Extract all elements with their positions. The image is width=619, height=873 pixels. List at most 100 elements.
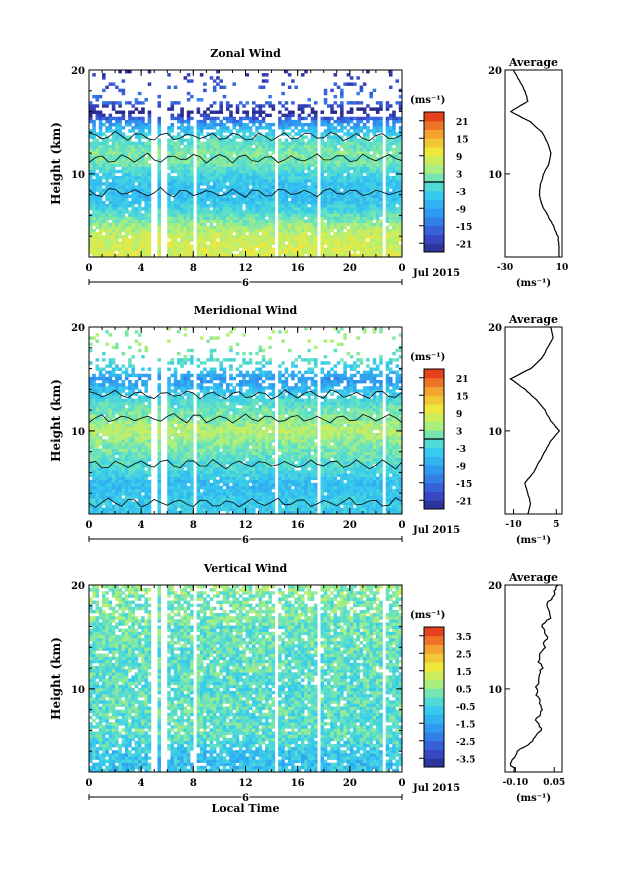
heatmap-cell xyxy=(183,144,188,149)
heatmap-cell xyxy=(196,197,201,202)
heatmap-cell xyxy=(102,482,106,487)
heatmap-cell xyxy=(209,154,214,158)
heatmap-cell xyxy=(369,235,373,239)
heatmap-cell xyxy=(180,185,184,189)
heatmap-cell xyxy=(388,216,393,220)
heatmap-cell xyxy=(137,126,142,130)
heatmap-cell xyxy=(245,166,250,171)
heatmap-cell xyxy=(359,216,364,220)
heatmap-cell xyxy=(388,247,393,252)
heatmap-cell xyxy=(222,507,227,512)
heatmap-cell xyxy=(255,144,259,149)
heatmap-cell xyxy=(238,235,243,239)
heatmap-cell xyxy=(121,210,126,214)
heatmap-cell xyxy=(137,160,142,164)
heatmap-cell xyxy=(183,197,188,202)
heatmap-cell xyxy=(89,135,93,139)
heatmap-cell xyxy=(170,160,175,164)
heatmap-cell xyxy=(379,247,383,252)
heatmap-cell xyxy=(375,241,380,245)
heatmap-cell xyxy=(323,510,328,515)
heatmap-cell xyxy=(180,110,184,114)
heatmap-cell xyxy=(388,510,393,515)
heatmap-cell xyxy=(362,495,367,499)
heatmap-cell xyxy=(180,489,184,493)
heatmap-cell xyxy=(102,495,106,499)
heatmap-cell xyxy=(248,144,253,149)
heatmap-cell xyxy=(118,479,122,484)
heatmap-cell xyxy=(333,207,338,211)
heatmap-cell xyxy=(173,204,178,208)
heatmap-cell xyxy=(212,244,217,248)
heatmap-cell xyxy=(134,250,139,255)
heatmap-cell xyxy=(92,129,96,133)
heatmap-cell xyxy=(196,163,201,167)
heatmap-cell xyxy=(203,147,207,152)
heatmap-cell xyxy=(362,510,367,515)
heatmap-cell xyxy=(209,147,214,152)
heatmap-cell xyxy=(238,507,243,512)
heatmap-cell xyxy=(137,228,142,233)
heatmap-cell xyxy=(255,169,259,174)
heatmap-cell xyxy=(330,116,334,121)
heatmap-cell xyxy=(385,241,390,245)
heatmap-cell xyxy=(255,225,259,230)
colorbar-swatch xyxy=(424,147,444,157)
heatmap-cell xyxy=(167,144,171,149)
heatmap-cell xyxy=(141,219,145,224)
heatmap-cell xyxy=(196,219,201,224)
heatmap-cell xyxy=(144,489,148,493)
heatmap-cell xyxy=(278,116,282,121)
heatmap-cell xyxy=(300,179,305,183)
x-tick-label: 0 xyxy=(86,263,93,274)
heatmap-cell xyxy=(121,166,126,171)
heatmap-cell xyxy=(248,235,253,239)
heatmap-cell xyxy=(111,116,116,121)
heatmap-cell xyxy=(232,504,237,509)
heatmap-cell xyxy=(199,216,204,220)
heatmap-cell xyxy=(108,197,113,202)
heatmap-cell xyxy=(291,110,295,114)
heatmap-cell xyxy=(336,172,341,177)
heatmap-cell xyxy=(219,498,223,502)
heatmap-cell xyxy=(353,489,357,493)
heatmap-cell xyxy=(209,76,214,80)
heatmap-cell xyxy=(310,154,315,158)
heatmap-cell xyxy=(108,235,113,239)
heatmap-cell xyxy=(102,113,106,118)
heatmap-cell xyxy=(320,495,325,499)
heatmap-cell xyxy=(310,489,315,493)
heatmap-cell xyxy=(362,132,367,136)
heatmap-cell xyxy=(359,147,364,152)
heatmap-cell xyxy=(196,110,201,114)
heatmap-cell xyxy=(222,138,227,142)
heatmap-cell xyxy=(186,119,191,124)
heatmap-cell xyxy=(294,160,298,164)
heatmap-cell xyxy=(121,169,126,174)
heatmap-cell xyxy=(232,185,237,189)
heatmap-cell xyxy=(212,119,217,124)
heatmap-cell xyxy=(105,175,109,180)
heatmap-cell xyxy=(349,175,354,180)
heatmap-cell xyxy=(392,151,396,155)
heatmap-cell xyxy=(147,197,152,202)
heatmap-cell xyxy=(310,191,315,195)
heatmap-cell xyxy=(307,247,312,252)
heatmap-cell xyxy=(340,104,344,108)
heatmap-cell xyxy=(287,182,292,186)
heatmap-cell xyxy=(320,235,325,239)
heatmap-cell xyxy=(128,110,132,114)
heatmap-cell xyxy=(245,194,250,199)
heatmap-cell xyxy=(392,510,396,515)
heatmap-cell xyxy=(398,247,403,252)
heatmap-cell xyxy=(297,160,302,164)
heatmap-cell xyxy=(362,244,367,248)
heatmap-cell xyxy=(271,504,276,509)
heatmap-cell xyxy=(369,225,373,230)
heatmap-cell xyxy=(359,163,364,167)
heatmap-cell xyxy=(379,144,383,149)
heatmap-cell xyxy=(261,194,266,199)
heatmap-cell xyxy=(121,241,126,245)
heatmap-cell xyxy=(131,119,135,124)
heatmap-cell xyxy=(261,213,266,217)
